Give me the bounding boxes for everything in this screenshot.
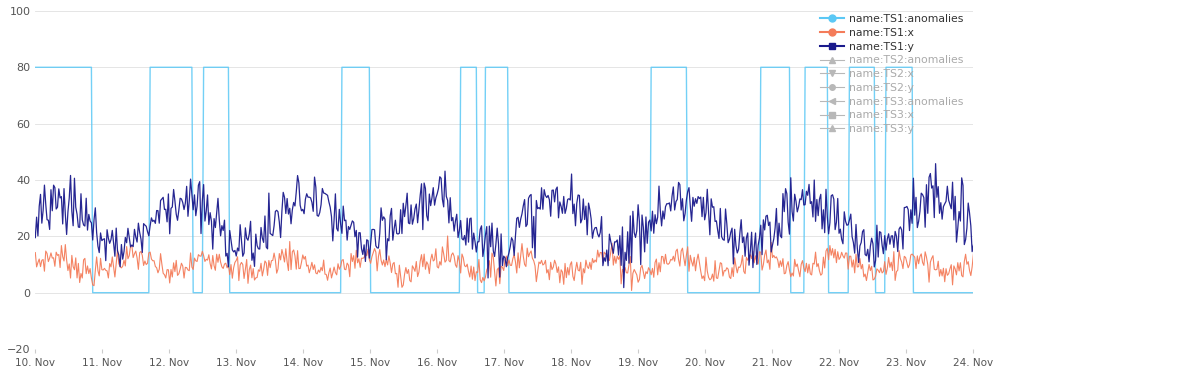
Legend: name:TS1:anomalies, name:TS1:x, name:TS1:y, name:TS2:anomalies, name:TS2:x, name: name:TS1:anomalies, name:TS1:x, name:TS1… bbox=[816, 10, 968, 139]
